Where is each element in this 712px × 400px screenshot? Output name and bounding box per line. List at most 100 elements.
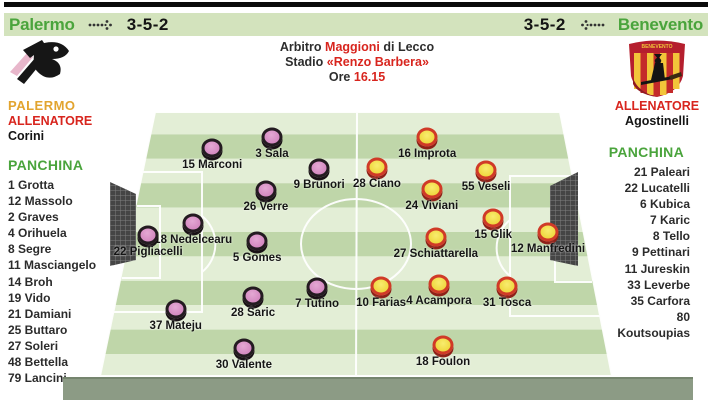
- player-label: 4 Acampora: [406, 294, 472, 307]
- bench-item: 11 Jureskin: [624, 261, 690, 276]
- pitch-players: 3 Sala 15 Marconi 9 Brunori 26 Verre 18 Nede…: [100, 110, 612, 378]
- home-panel: PALERMO ALLENATORE Corini PANCHINA 1 Gro…: [8, 38, 104, 386]
- player-label: 12 Manfredini: [510, 242, 586, 255]
- player-marker: [421, 179, 443, 199]
- bench-item: 19 Vido: [8, 290, 51, 305]
- bench-item: 27 Soleri: [8, 338, 59, 353]
- player-marker: [308, 158, 330, 178]
- stadium-name: «Renzo Barbera»: [326, 55, 429, 69]
- bench-item: 22 Lucatelli: [624, 181, 690, 196]
- player-marker: [233, 338, 255, 358]
- match-info: Arbitro Maggioni di Lecco Stadio «Renzo …: [212, 40, 502, 85]
- player-marker: [366, 157, 388, 177]
- player-marker: [182, 213, 204, 233]
- svg-text:BENEVENTO: BENEVENTO: [641, 44, 672, 50]
- player-label: 7 Tutino: [295, 297, 340, 310]
- player-marker: [201, 138, 223, 158]
- bench-item: 8 Tello: [652, 229, 690, 244]
- player-marker: [482, 208, 504, 228]
- away-panel: BENEVENTO ALLENATORE Agostinelli PANCHIN…: [608, 36, 706, 341]
- pitch-lines: [100, 111, 612, 377]
- player-marker: [165, 299, 187, 319]
- dotted-arrow-left-icon: [580, 19, 605, 30]
- pitch-field: [100, 111, 612, 377]
- away-team-name: Benevento: [617, 14, 703, 34]
- bench-item: 6 Kubica: [639, 197, 690, 212]
- player-marker: [475, 160, 497, 180]
- away-formation: 3-5-2: [523, 14, 566, 34]
- bench-item: 11 Masciangelo: [8, 258, 97, 273]
- player-label: 5 Gomes: [232, 251, 282, 264]
- player-label: 10 Farias: [356, 297, 407, 310]
- bench-item: 33 Leverbe: [627, 277, 690, 292]
- player-label: 18 Foulon: [415, 356, 471, 369]
- bottom-band: [63, 377, 693, 400]
- player-label: 18 Nedelcearu: [154, 233, 233, 246]
- player-marker: [261, 127, 283, 147]
- bench-item: 21 Damiani: [8, 306, 72, 321]
- home-team-name: Palermo: [9, 14, 75, 34]
- bench-item: 80 Koutsoupias: [617, 309, 690, 340]
- player-marker: [306, 277, 328, 297]
- bench-item: 48 Bettella: [8, 355, 69, 370]
- bench-item: 2 Graves: [8, 210, 59, 225]
- home-goal-net-icon: [110, 182, 136, 266]
- player-label: 16 Improta: [398, 147, 457, 160]
- bench-item: 4 Orihuela: [8, 226, 67, 241]
- palermo-crest-icon: [10, 40, 69, 84]
- player-marker: [242, 286, 264, 306]
- home-bench-list: 1 Grotta 12 Massolo 2 Graves 4 Orihuela 8 Se…: [8, 177, 104, 386]
- away-bench-list: 21 Paleari 22 Lucatelli 6 Kubica 7 Karic 8 T…: [608, 164, 706, 341]
- kickoff-line: Ore 16.15: [328, 70, 386, 84]
- bench-item: 79 Lancini: [8, 371, 67, 386]
- player-label: 22 Pigliacelli: [113, 245, 183, 258]
- player-marker: [416, 127, 438, 147]
- header-left: Palermo 3-5-2: [9, 15, 169, 35]
- player-label: 3 Sala: [255, 147, 289, 160]
- bench-item: 7 Karic: [649, 213, 690, 228]
- player-label: 9 Brunori: [293, 178, 345, 191]
- player-label: 15 Marconi: [182, 158, 243, 171]
- player-label: 30 Valente: [215, 358, 272, 371]
- player-label: 27 Schiattarella: [393, 248, 479, 261]
- bench-item: 14 Broh: [8, 274, 53, 289]
- away-goal-net-icon: [550, 172, 578, 266]
- player-marker: [137, 225, 159, 245]
- bench-item: 8 Segre: [8, 242, 52, 257]
- home-coach-label: ALLENATORE: [8, 114, 93, 128]
- player-marker: [425, 227, 447, 247]
- player-label: 28 Saric: [231, 306, 276, 319]
- header-right: 3-5-2 Benevento: [524, 15, 703, 35]
- home-club-name: PALERMO: [8, 98, 76, 113]
- home-coach-name: Corini: [8, 129, 45, 143]
- referee-line: Arbitro Maggioni di Lecco: [279, 40, 435, 54]
- away-bench-title: PANCHINA: [608, 144, 684, 160]
- kickoff-time: 16.15: [353, 70, 386, 84]
- player-label: 28 Ciano: [353, 178, 401, 191]
- player-marker: [496, 276, 518, 296]
- dotted-arrow-right-icon: [88, 19, 112, 30]
- pitch: 3 Sala 15 Marconi 9 Brunori 26 Verre 18 Nede…: [100, 110, 612, 378]
- player-marker: [246, 231, 268, 251]
- player-label: 15 Glik: [474, 229, 513, 241]
- player-marker: [370, 276, 392, 296]
- player-label: 26 Verre: [243, 200, 289, 213]
- bench-item: 12 Massolo: [8, 194, 73, 209]
- away-coach-name: Agostinelli: [625, 114, 689, 128]
- player-marker: [537, 222, 559, 242]
- home-bench-title: PANCHINA: [8, 157, 84, 173]
- player-label: 37 Mateju: [149, 319, 202, 332]
- player-label: 55 Veseli: [461, 181, 511, 194]
- player-label: 24 Viviani: [405, 200, 459, 213]
- away-coach-label: ALLENATORE: [614, 99, 700, 113]
- bench-item: 21 Paleari: [633, 165, 690, 179]
- referee-name: Maggioni: [325, 40, 380, 54]
- top-rule: [4, 2, 708, 7]
- player-label: 31 Tosca: [482, 297, 532, 310]
- bench-item: 1 Grotta: [8, 178, 55, 192]
- bench-item: 9 Pettinari: [631, 245, 690, 260]
- header-bar: Palermo 3-5-2 3-5-2 Benevento: [4, 13, 708, 36]
- benevento-crest-icon: BENEVENTO: [629, 40, 685, 97]
- stadium-line: Stadio «Renzo Barbera»: [285, 55, 429, 69]
- player-marker: [255, 180, 277, 200]
